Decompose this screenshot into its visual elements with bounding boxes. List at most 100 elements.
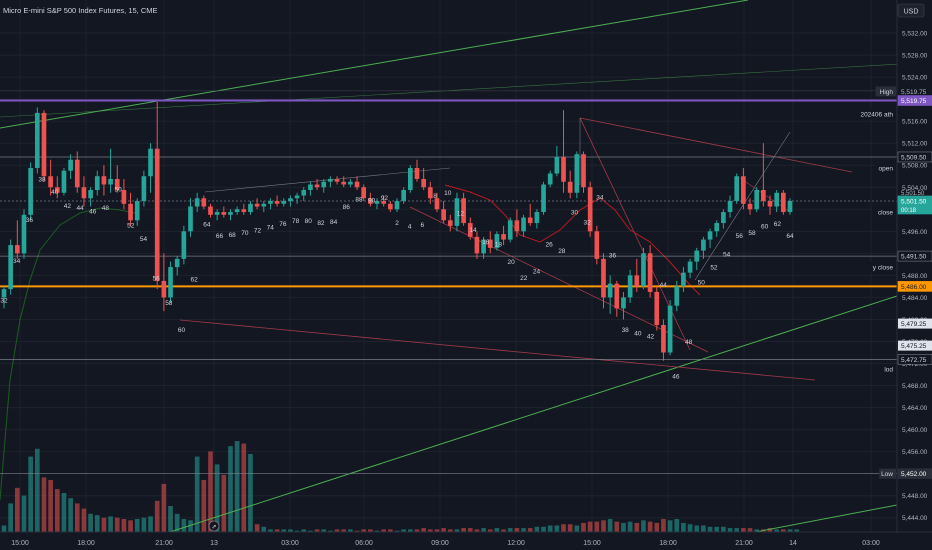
candle-9[interactable] [61,167,67,196]
candle-0[interactable] [1,286,7,309]
candle-116[interactable] [774,190,780,213]
candle-44[interactable] [294,192,300,204]
candle-27[interactable] [181,225,187,265]
candle-10[interactable] [68,154,73,179]
candle-74[interactable] [494,231,500,251]
candle-91[interactable] [607,275,613,314]
candle-22[interactable] [148,143,153,193]
candle-89[interactable] [594,225,600,265]
candle-29[interactable] [194,192,200,213]
candle-114[interactable] [761,143,766,207]
candle-55[interactable] [368,192,373,207]
candle-60[interactable] [401,187,406,204]
candle-113[interactable] [754,187,760,213]
candle-84[interactable] [561,110,566,193]
candle-8[interactable] [54,176,60,199]
candle-13[interactable] [88,187,93,207]
candle-32[interactable] [214,209,220,221]
candle-18[interactable] [121,178,127,210]
candle-115[interactable] [767,195,773,215]
candle-21[interactable] [141,170,147,207]
candle-51[interactable] [341,176,347,188]
candle-56[interactable] [374,198,380,210]
candle-46[interactable] [308,181,313,196]
candle-2[interactable] [14,220,20,259]
candle-47[interactable] [314,178,320,191]
candle-95[interactable] [634,258,640,292]
candle-102[interactable] [681,267,686,292]
candle-105[interactable] [701,236,706,259]
currency-badge[interactable]: USD [897,3,925,18]
candle-92[interactable] [614,280,620,317]
candle-76[interactable] [507,217,513,243]
candle-5[interactable] [34,107,40,174]
candle-15[interactable] [101,165,107,196]
candle-33[interactable] [221,206,227,218]
candle-96[interactable] [641,247,646,290]
candle-6[interactable] [41,110,47,182]
tradingview-logo-icon[interactable]: ⇗ [208,520,220,532]
candle-49[interactable] [328,176,333,188]
candle-85[interactable] [567,170,573,199]
candle-70[interactable] [467,217,473,240]
candle-41[interactable] [274,195,280,207]
candle-11[interactable] [74,151,80,193]
candle-67[interactable] [447,214,453,232]
candle-26[interactable] [174,256,180,276]
candle-107[interactable] [714,220,720,237]
candle-30[interactable] [201,195,207,210]
candle-19[interactable] [128,192,133,226]
candle-111[interactable] [741,167,746,210]
candle-82[interactable] [547,170,553,188]
candle-23[interactable] [154,101,160,290]
candle-69[interactable] [461,192,466,226]
candle-62[interactable] [414,159,420,182]
candle-61[interactable] [407,165,413,193]
candle-42[interactable] [281,198,287,207]
candle-34[interactable] [228,209,233,221]
candle-108[interactable] [721,209,726,229]
candle-83[interactable] [554,145,560,177]
candle-54[interactable] [361,184,367,202]
candle-14[interactable] [94,170,100,196]
candle-118[interactable] [787,198,793,215]
candle-98[interactable] [654,286,660,331]
candle-72[interactable] [481,236,486,259]
candle-71[interactable] [474,231,480,259]
candle-38[interactable] [254,198,260,210]
candle-37[interactable] [248,201,253,215]
candle-24[interactable] [161,253,167,312]
candle-75[interactable] [501,225,506,246]
candle-43[interactable] [288,195,293,207]
candle-66[interactable] [441,201,446,224]
candle-110[interactable] [734,173,740,204]
candle-106[interactable] [707,228,713,248]
candle-64[interactable] [427,181,433,204]
candle-73[interactable] [487,231,493,254]
candle-100[interactable] [667,300,673,356]
candle-77[interactable] [514,209,520,237]
candle-3[interactable] [21,209,27,259]
candle-12[interactable] [81,176,87,207]
candle-112[interactable] [747,198,753,215]
candle-97[interactable] [647,245,653,298]
candle-16[interactable] [108,148,113,193]
candle-68[interactable] [454,192,460,232]
candle-28[interactable] [188,198,193,237]
candle-87[interactable] [581,151,586,193]
candle-45[interactable] [301,187,307,202]
candle-39[interactable] [261,201,267,213]
candle-103[interactable] [687,258,693,279]
candle-35[interactable] [234,206,240,215]
candle-7[interactable] [48,159,53,196]
candle-4[interactable] [28,162,33,221]
candle-81[interactable] [541,181,546,215]
candle-36[interactable] [241,203,247,215]
candle-78[interactable] [521,214,526,237]
candle-63[interactable] [421,167,426,191]
candle-101[interactable] [674,280,680,312]
candle-109[interactable] [727,195,733,218]
candle-20[interactable] [134,198,140,226]
candle-104[interactable] [694,247,700,270]
